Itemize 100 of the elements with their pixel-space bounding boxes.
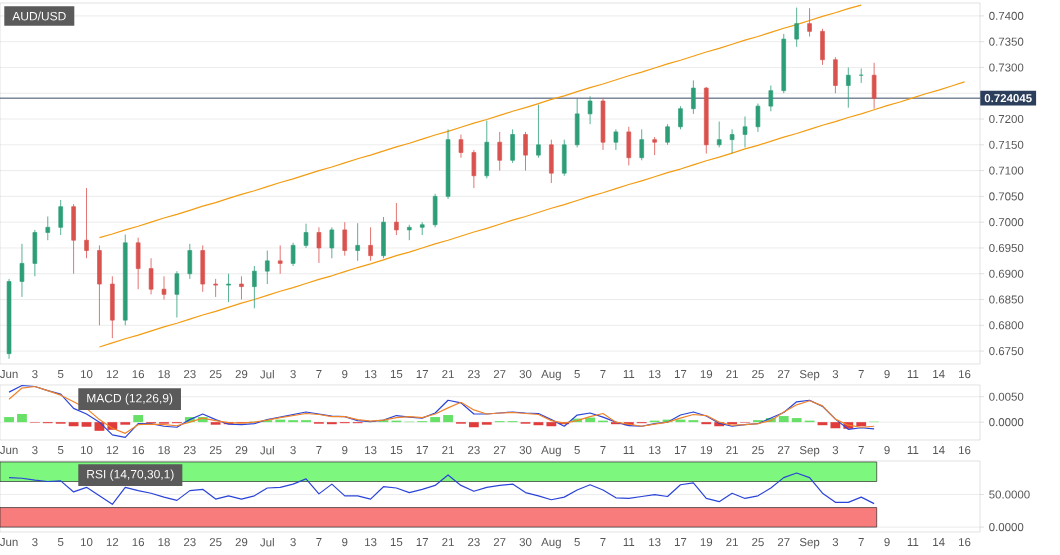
y-tick-label: 50.0000: [989, 490, 1030, 499]
x-tick-label: Jun: [0, 538, 18, 547]
x-tick-label: 25: [752, 370, 764, 379]
x-tick-label: 3: [32, 370, 38, 379]
x-tick-label: 18: [158, 446, 170, 455]
text: RSI (14,70,30,1): [87, 469, 174, 481]
x-tick-label: 9: [884, 446, 890, 455]
x-tick-label: 25: [752, 538, 764, 547]
x-tick-label: 19: [700, 446, 713, 455]
x-tick-label: Sep: [799, 446, 820, 457]
x-tick-label: 11: [907, 538, 919, 546]
y-tick-label: 0.7150: [989, 140, 1024, 149]
x-tick-label: 11: [623, 370, 635, 378]
x-tick-label: 3: [32, 538, 38, 547]
y-tick-label: 0.7400: [989, 11, 1024, 20]
x-tick-label: 3: [832, 446, 839, 455]
x-tick-label: 5: [57, 446, 64, 455]
x-tick-label: 5: [574, 370, 580, 379]
y-tick-label: 0.7100: [989, 166, 1024, 175]
x-tick-label: Jul: [260, 538, 274, 547]
text: MACD (12,26,9): [87, 393, 173, 405]
x-tick-label: 13: [649, 370, 661, 379]
y-tick-label: 0.6850: [989, 295, 1024, 304]
x-tick-label: Sep: [799, 370, 820, 381]
x-tick-label: 16: [959, 446, 971, 455]
x-tick-label: 17: [416, 446, 429, 454]
x-tick-label: 13: [649, 446, 661, 455]
x-tick-label: 3: [832, 370, 839, 379]
x-tick-label: 7: [858, 446, 864, 454]
x-tick-label: Jun: [0, 446, 18, 455]
x-tick-label: Jul: [260, 370, 274, 379]
x-tick-label: 13: [365, 370, 377, 379]
x-tick-label: 27: [493, 538, 506, 547]
x-tick-label: 9: [884, 538, 890, 547]
x-tick-label: 25: [209, 370, 222, 379]
x-tick-label: 27: [493, 370, 506, 379]
x-tick-label: 15: [390, 370, 403, 379]
x-tick-label: 13: [365, 446, 377, 455]
x-tick-label: 30: [519, 446, 532, 455]
y-tick-label: 0.0000: [989, 523, 1024, 532]
y-tick-label: 0.7000: [989, 218, 1024, 227]
y-tick-label: 0.6900: [989, 269, 1024, 278]
x-tick-label: 29: [235, 370, 248, 379]
x-tick-label: 9: [342, 446, 348, 455]
x-tick-label: 17: [416, 370, 429, 378]
y-tick-label: 0.0050: [989, 392, 1024, 401]
x-tick-label: 17: [416, 538, 429, 546]
x-tick-label: 9: [342, 370, 348, 379]
x-tick-label: 25: [209, 538, 222, 547]
x-tick-label: 7: [316, 370, 322, 378]
x-tick-label: 12: [106, 370, 119, 379]
x-tick-label: 3: [290, 446, 296, 455]
x-tick-label: 18: [158, 370, 170, 379]
x-tick-label: 27: [777, 446, 790, 455]
ref-line-label: 0.724045: [984, 94, 1032, 103]
x-tick-label: 3: [832, 538, 839, 547]
x-tick-label: 5: [57, 538, 64, 547]
x-tick-label: 7: [600, 538, 606, 546]
x-tick-label: 11: [907, 370, 919, 378]
x-tick-label: 12: [106, 538, 119, 547]
x-tick-label: 25: [752, 446, 764, 455]
x-tick-label: 21: [726, 370, 738, 379]
x-tick-label: 23: [184, 446, 196, 455]
x-tick-label: 13: [365, 538, 377, 547]
x-tick-label: 14: [933, 446, 945, 454]
x-tick-label: 14: [933, 538, 945, 546]
x-tick-label: Jul: [260, 446, 274, 455]
y-tick-label: 0.7300: [989, 63, 1024, 72]
x-tick-label: 21: [442, 538, 454, 547]
x-tick-label: 7: [600, 370, 606, 378]
x-tick-label: 12: [106, 446, 119, 455]
x-tick-label: 5: [574, 446, 580, 455]
x-tick-label: 29: [235, 446, 248, 455]
x-tick-label: 21: [442, 446, 454, 455]
y-tick-label: 0.0000: [989, 418, 1024, 427]
x-tick-label: 7: [858, 538, 864, 546]
x-tick-label: 15: [390, 446, 403, 455]
y-tick-label: 0.7050: [989, 192, 1024, 201]
x-tick-label: 23: [184, 538, 196, 547]
x-tick-label: 14: [933, 370, 945, 378]
x-tick-label: 3: [290, 370, 296, 379]
x-tick-label: 30: [519, 538, 532, 547]
x-tick-label: 5: [574, 538, 580, 547]
x-tick-label: 16: [132, 538, 145, 547]
x-tick-label: 17: [674, 446, 687, 454]
x-tick-label: 7: [316, 446, 322, 454]
x-tick-label: 19: [700, 538, 713, 547]
text: AUD/USD: [12, 11, 66, 21]
x-tick-label: 10: [81, 446, 93, 455]
x-tick-label: 18: [158, 538, 170, 547]
x-tick-label: Sep: [799, 538, 820, 549]
x-tick-label: 7: [600, 446, 606, 454]
x-tick-label: 3: [32, 446, 38, 455]
x-tick-label: Aug: [541, 538, 561, 549]
x-tick-label: 19: [700, 370, 713, 379]
x-tick-label: 21: [726, 538, 738, 547]
x-tick-label: 27: [777, 370, 790, 379]
x-tick-label: 30: [519, 370, 532, 379]
x-tick-label: 10: [81, 538, 93, 547]
x-tick-label: 7: [858, 370, 864, 378]
